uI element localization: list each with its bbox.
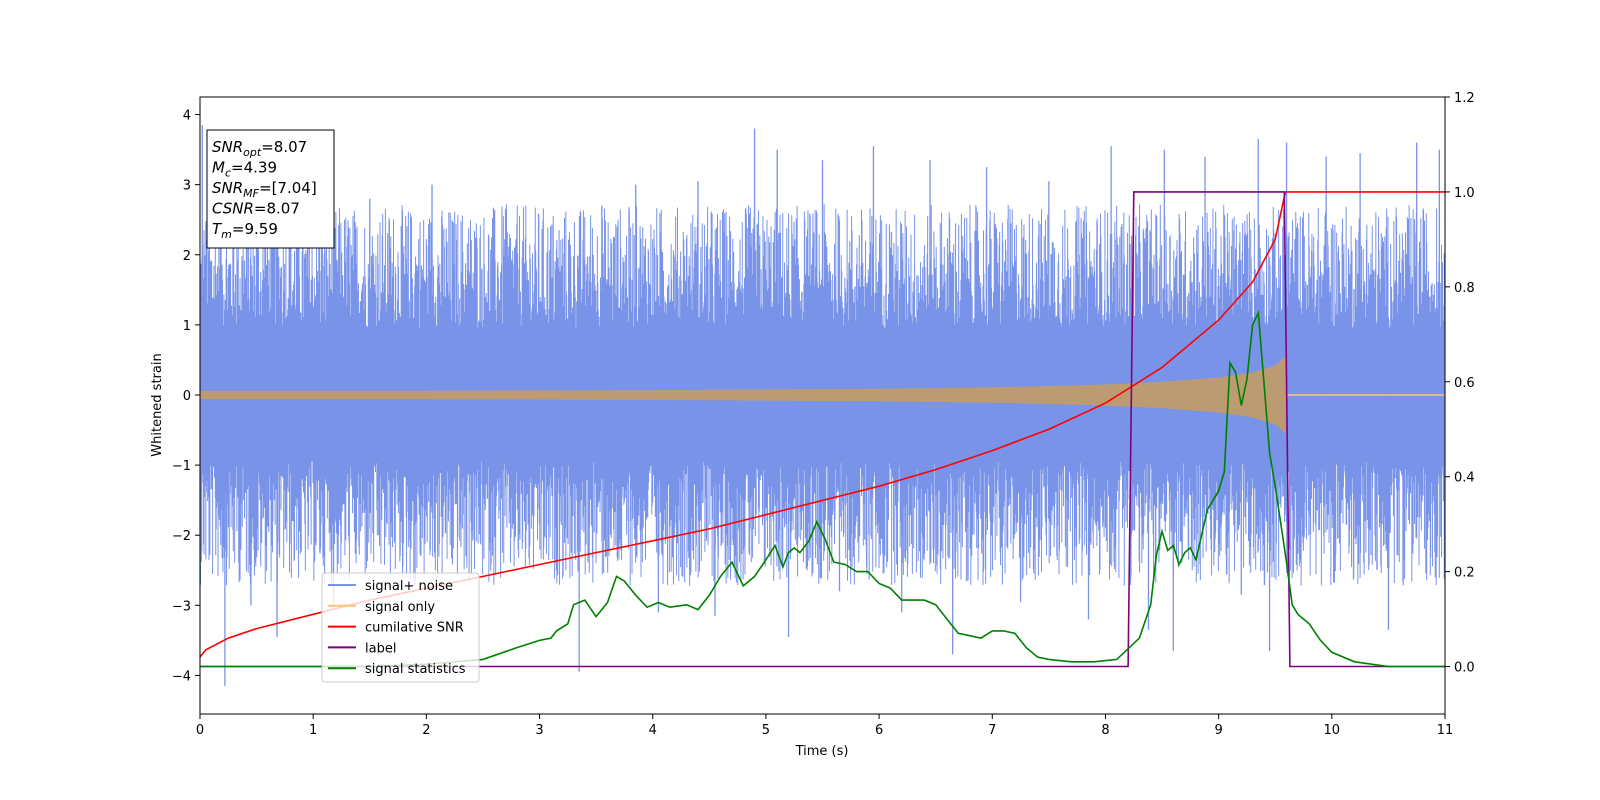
x-tick-label: 8	[1101, 723, 1109, 738]
signal-only-series	[200, 356, 1445, 434]
signal-envelope	[200, 356, 1445, 434]
y-left-tick-label: −1	[172, 459, 191, 474]
y-left-tick-label: 3	[183, 179, 191, 194]
y-left-tick-label: −3	[172, 599, 191, 614]
y-axis-left-ticks: −4 −3 −2 −1 0 1 2 3 4	[172, 109, 200, 684]
y-right-tick-label: 0.0	[1454, 661, 1475, 676]
legend-frame	[321, 572, 480, 683]
legend: signal+ noise signal only cumilative SNR la…	[321, 572, 480, 683]
y-left-tick-label: 4	[183, 109, 191, 124]
y-left-tick-label: 2	[183, 249, 191, 264]
x-tick-label: 6	[875, 723, 883, 738]
y-right-tick-label: 1.2	[1454, 91, 1475, 106]
y-right-tick-label: 1.0	[1454, 186, 1475, 201]
legend-label-noise: signal+ noise	[365, 579, 453, 594]
annotation-line: SNRMF=[7.04]	[212, 179, 317, 200]
annotation-line: Mc=4.39	[212, 159, 277, 180]
x-tick-label: 0	[196, 723, 204, 738]
y-right-tick-label: 0.8	[1454, 281, 1475, 296]
stat-line	[200, 310, 1445, 668]
y-right-tick-label: 0.4	[1454, 471, 1475, 486]
x-tick-label: 10	[1324, 723, 1341, 738]
y-axis-label: Whitened strain	[150, 353, 165, 456]
legend-label-csnr: cumilative SNR	[365, 621, 464, 636]
annotation-line: Tm=9.59	[212, 220, 278, 241]
x-axis-label: Time (s)	[795, 744, 849, 759]
x-tick-label: 11	[1437, 723, 1454, 738]
plot-frame	[199, 96, 1446, 715]
y-axis-right-ticks: 0.0 0.2 0.4 0.6 0.8 1.0 1.2	[1445, 91, 1475, 676]
y-left-tick-label: 1	[183, 319, 191, 334]
x-tick-label: 3	[535, 723, 543, 738]
x-tick-label: 7	[988, 723, 996, 738]
y-right-tick-label: 0.6	[1454, 376, 1475, 391]
x-tick-label: 5	[762, 723, 770, 738]
legend-label-label: label	[365, 641, 396, 656]
annotation-line: SNRopt=8.07	[212, 138, 307, 159]
y-left-tick-label: −2	[172, 529, 191, 544]
annotation-line: CSNR=8.07	[212, 200, 300, 218]
annotation-frame	[206, 129, 335, 249]
x-tick-label: 4	[649, 723, 657, 738]
x-axis-ticks: 0 1 2 3 4 5 6 7 8 9 10 11	[196, 714, 1453, 738]
legend-label-signal: signal only	[365, 600, 435, 615]
x-tick-label: 9	[1214, 723, 1222, 738]
legend-label-stat: signal statistics	[365, 662, 466, 677]
label-line	[200, 191, 1445, 668]
y-right-tick-label: 0.2	[1454, 566, 1475, 581]
y-left-tick-label: −4	[172, 669, 191, 684]
y-left-tick-label: 0	[183, 389, 191, 404]
x-tick-label: 1	[309, 723, 317, 738]
x-tick-label: 2	[422, 723, 430, 738]
